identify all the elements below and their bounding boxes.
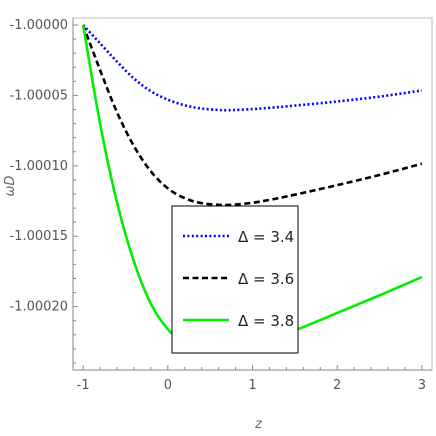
x-tick-label: 1 <box>248 378 256 393</box>
y-tick-label: -1.00010 <box>10 159 68 174</box>
legend-label-1: Δ = 3.4 <box>238 228 294 246</box>
axes-layer: -1 0 1 2 3 -1.00000 -1.00005 -1.00010 -1.00015 -1… <box>3 17 433 432</box>
x-tick-label: -1 <box>77 378 90 393</box>
x-tick-label: 0 <box>164 378 172 393</box>
y-tick-label: -1.00000 <box>10 18 68 33</box>
y-tick-label: -1.00015 <box>10 229 68 244</box>
x-tick-label: 3 <box>418 378 426 393</box>
legend-label-3: Δ = 3.8 <box>238 312 294 330</box>
x-tick-label: 2 <box>333 378 341 393</box>
y-tick-label: -1.00020 <box>10 300 68 315</box>
legend-label-2: Δ = 3.6 <box>238 270 294 288</box>
legend-box <box>171 205 299 354</box>
x-axis-label: z <box>254 417 263 432</box>
series-line-2 <box>81 24 423 207</box>
series-line-1 <box>82 24 423 112</box>
y-axis-label: ωD <box>3 176 18 197</box>
legend-layer: Δ = 3.4 Δ = 3.6 Δ = 3.8 <box>171 205 299 354</box>
y-tick-label: -1.00005 <box>10 88 68 103</box>
